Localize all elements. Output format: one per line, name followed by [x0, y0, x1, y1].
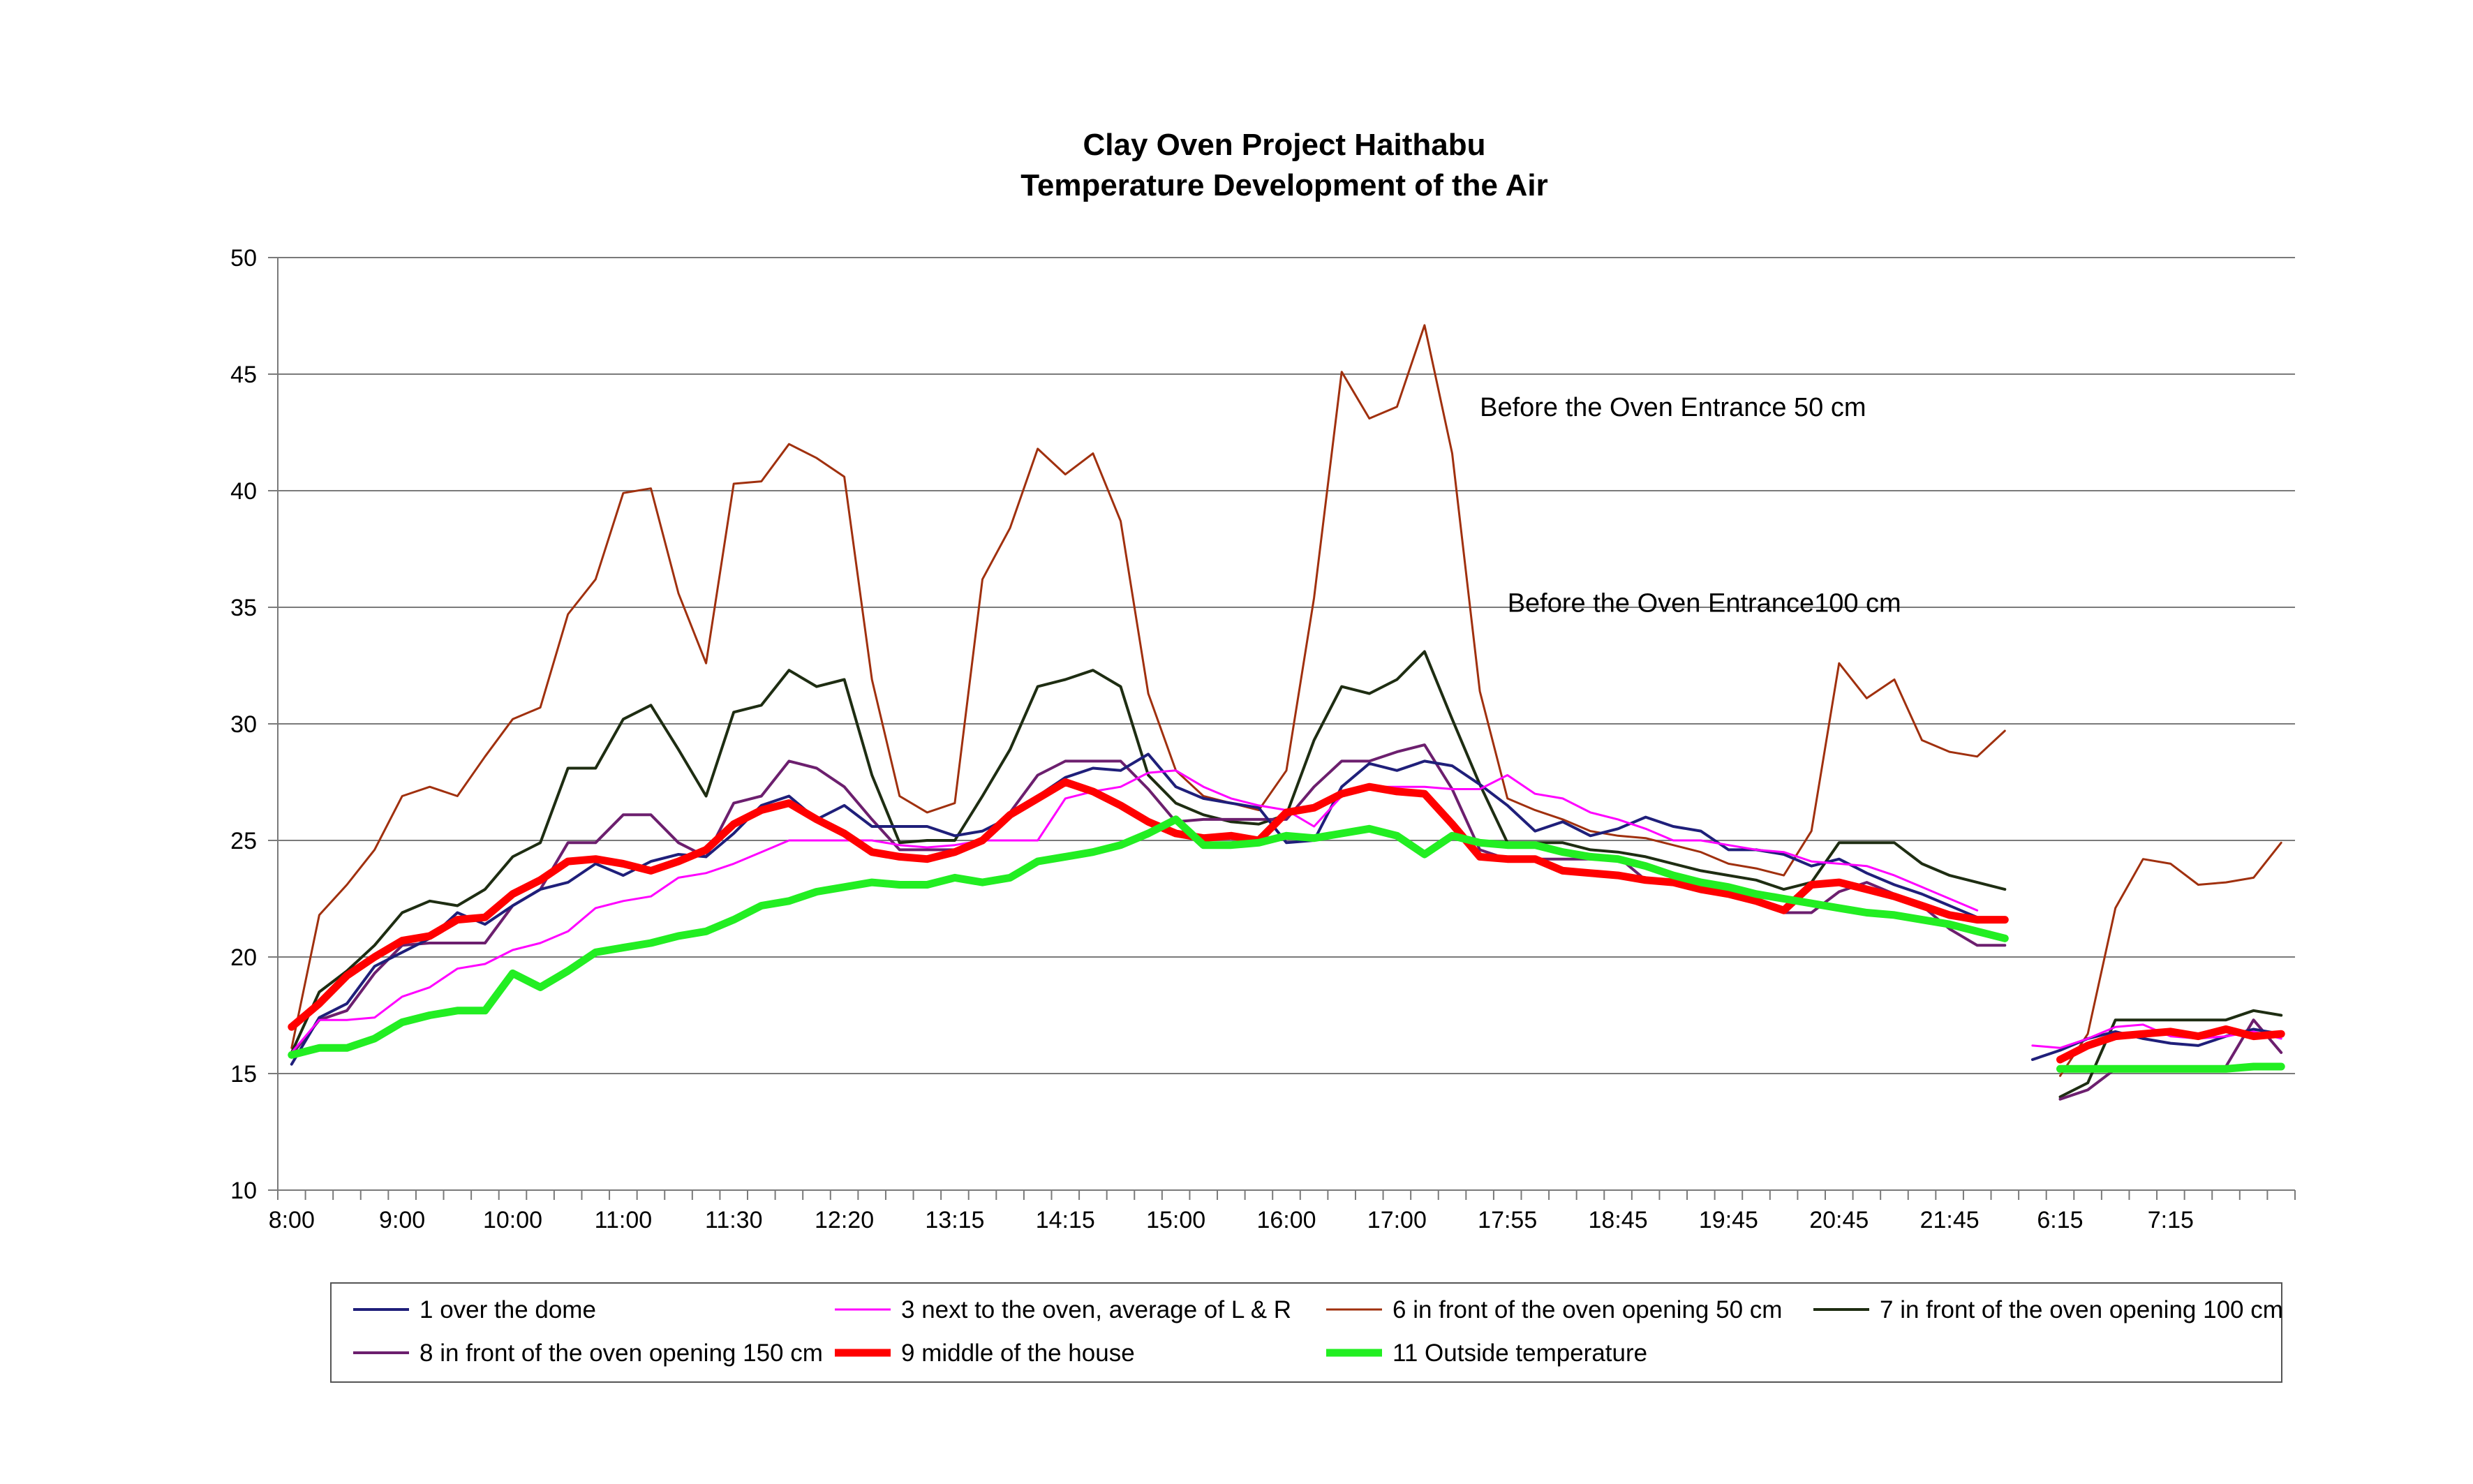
annotation-layer: Before the Oven Entrance 50 cm Before the…	[1480, 393, 1901, 618]
x-tick-label: 7:15	[2148, 1207, 2194, 1233]
series-line-segment-1	[290, 769, 1979, 1054]
legend-label: 6 in front of the oven opening 50 cm	[1393, 1296, 1782, 1323]
y-tick-label: 25	[230, 828, 257, 854]
series-line-segment-1	[290, 324, 2006, 1049]
x-tick-label: 15:00	[1146, 1207, 1205, 1233]
series-line-segment-1	[290, 752, 1979, 1066]
series-line-segment-2	[2056, 1025, 2285, 1064]
y-tick-label: 35	[230, 595, 257, 621]
legend-label: 7 in front of the oven opening 100 cm	[1880, 1296, 2283, 1323]
y-tick-label: 50	[230, 245, 257, 272]
x-tick-label: 11:30	[705, 1207, 763, 1233]
legend-item-6: 9 middle of the house	[835, 1340, 1135, 1367]
y-tick-label: 10	[230, 1178, 257, 1204]
series-4	[290, 650, 2283, 1099]
legend-label: 9 middle of the house	[901, 1340, 1135, 1367]
x-tick-label: 16:00	[1256, 1207, 1316, 1233]
series-3	[290, 324, 2282, 1077]
x-tick-label: 20:45	[1809, 1207, 1869, 1233]
legend: 1 over the dome 3 next to the oven, avera…	[330, 1282, 2283, 1383]
annotation-2: Before the Oven Entrance100 cm	[1508, 589, 1901, 618]
series-line-segment-1	[288, 778, 2009, 1031]
x-tick-label: 11:00	[595, 1207, 653, 1233]
x-tick-label: 14:15	[1036, 1207, 1095, 1233]
grid-layer	[278, 257, 2295, 1191]
legend-item-4: 7 in front of the oven opening 100 cm	[1813, 1296, 2283, 1323]
legend-label: 8 in front of the oven opening 150 cm	[419, 1340, 823, 1367]
series-layer	[288, 324, 2285, 1101]
y-tick-label: 20	[230, 944, 257, 971]
legend-item-7: 11 Outside temperature	[1326, 1340, 1647, 1367]
legend-item-5: 8 in front of the oven opening 150 cm	[353, 1340, 823, 1367]
chart-title: Clay Oven Project Haithabu	[1083, 128, 1485, 162]
series-line-segment-1	[290, 650, 2007, 1054]
x-tick-label: 8:00	[269, 1207, 315, 1233]
legend-item-3: 6 in front of the oven opening 50 cm	[1326, 1296, 1782, 1323]
x-tick-label: 13:15	[925, 1207, 984, 1233]
series-line-segment-1	[288, 815, 2009, 1059]
y-tick-label: 40	[230, 478, 257, 505]
x-tick-label: 19:45	[1699, 1207, 1758, 1233]
x-tick-label: 12:20	[815, 1207, 874, 1233]
legend-item-2: 3 next to the oven, average of L & R	[835, 1296, 1291, 1323]
y-tick-label: 30	[230, 711, 257, 738]
legend-label: 1 over the dome	[419, 1296, 596, 1323]
series-line-segment-2	[2059, 841, 2282, 1077]
axis-layer: 10 15 20 25 30 35 40 45 50 8:00 9:00 10:00 11:00 11:3…	[230, 245, 2296, 1233]
x-tick-label: 10:00	[483, 1207, 542, 1233]
legend-box	[330, 1282, 2282, 1383]
chart-subtitle: Temperature Development of the Air	[1020, 168, 1547, 202]
series-7	[288, 815, 2285, 1073]
x-tick-label: 17:55	[1478, 1207, 1537, 1233]
y-tick-label: 45	[230, 362, 257, 388]
x-tick-label: 17:00	[1367, 1207, 1427, 1233]
series-1	[290, 752, 2283, 1066]
x-tick-label: 9:00	[379, 1207, 425, 1233]
series-line-segment-2	[2058, 1009, 2283, 1099]
annotation-1: Before the Oven Entrance 50 cm	[1480, 393, 1866, 422]
series-6	[288, 778, 2285, 1064]
series-line-segment-2	[2056, 1062, 2285, 1073]
y-tick-label: 15	[230, 1061, 257, 1088]
legend-label: 3 next to the oven, average of L & R	[901, 1296, 1291, 1323]
x-tick-label: 6:15	[2037, 1207, 2083, 1233]
legend-item-1: 1 over the dome	[353, 1296, 596, 1323]
x-tick-label: 21:45	[1920, 1207, 1980, 1233]
legend-label: 11 Outside temperature	[1393, 1340, 1647, 1367]
x-tick-label: 18:45	[1589, 1207, 1648, 1233]
